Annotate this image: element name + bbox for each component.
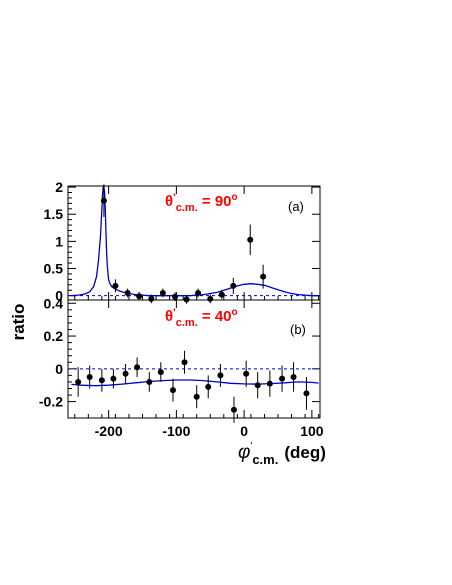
panel-a-angle-value: = 90: [198, 193, 232, 210]
panel-b-data-point: [217, 372, 224, 379]
panel-b-axes: -0.2 0 0.2 0.4 -200 -100 0 100: [39, 295, 324, 439]
panel-b-data-point: [303, 390, 310, 397]
panel-b-data-point: [254, 382, 261, 389]
panel-b: -0.2 0 0.2 0.4 -200 -100 0 100 (b) θ'c.m. = 40o: [39, 295, 324, 439]
panel-b-data-point: [266, 380, 273, 387]
panel-b-angle-prime: ': [173, 307, 176, 319]
panel-a-axes: 0 0.5 1 1.5 2: [44, 179, 320, 304]
panel-a-data-point: [136, 293, 143, 300]
panel-a-data-point: [247, 236, 254, 243]
panel-b-data-point: [122, 370, 129, 377]
panel-b-xtick-label: 0: [240, 423, 248, 439]
panel-a-angle-label: θ'c.m. = 90o: [165, 192, 238, 214]
panel-b-angle-label: θ'c.m. = 40o: [165, 307, 238, 329]
panel-b-angle-value: = 40: [198, 308, 232, 325]
panel-b-angle-symbol: θ: [165, 308, 173, 325]
panel-b-data-point: [98, 377, 105, 384]
panel-a-data-point: [148, 295, 155, 302]
panel-b-data-point: [110, 375, 117, 382]
panel-a-data-point: [159, 289, 166, 296]
panel-a-data-point: [218, 291, 225, 298]
panel-a-angle-prime: ': [173, 192, 176, 204]
panel-a-ytick-label: 1: [55, 233, 63, 249]
panel-b-data-point: [157, 369, 164, 376]
panel-a-data-point: [112, 282, 119, 289]
x-axis-prime: ': [250, 441, 252, 452]
panel-b-data-point: [205, 383, 212, 390]
panel-a-ytick-label: 0: [55, 288, 63, 304]
panel-a-angle-sup: o: [232, 192, 238, 203]
panel-b-angle-sub: c.m.: [176, 317, 198, 329]
panel-b-frame: [67, 299, 321, 419]
panel-b-ytick-label: -0.2: [39, 394, 63, 410]
panel-a-angle-symbol: θ: [165, 193, 173, 210]
panel-b-xtick-label: 100: [300, 423, 324, 439]
panel-b-ytick-label: 0.2: [44, 328, 64, 344]
x-axis-unit: (deg): [284, 443, 326, 462]
panel-a-ytick-label: 2: [55, 179, 63, 195]
panel-a-ytick-label: 1.5: [44, 206, 64, 222]
panel-b-data-point: [243, 370, 250, 377]
panel-b-data-point: [134, 364, 141, 371]
panel-b-ytick-label: 0: [55, 361, 63, 377]
panel-a: 0 0.5 1 1.5 2 (a) θ'c.m. = 90o: [44, 179, 321, 304]
panel-b-ytick-label: 0.4: [44, 295, 64, 311]
panel-a-data-point: [124, 289, 131, 296]
panel-a-points: [100, 184, 267, 304]
panel-a-data-point: [183, 296, 190, 303]
panel-a-data-point: [172, 293, 179, 300]
panel-a-angle-sub: c.m.: [176, 202, 198, 214]
panel-b-data-point: [193, 393, 200, 400]
panel-a-ytick-label: 0.5: [44, 261, 64, 277]
panel-b-data-point: [170, 387, 176, 394]
panel-a-label: (a): [288, 199, 304, 214]
panel-b-data-point: [146, 378, 153, 385]
panel-b-data-point: [86, 374, 93, 381]
panel-a-data-point: [207, 295, 214, 302]
panel-b-data-point: [290, 374, 297, 381]
x-axis-sub: c.m.: [252, 452, 278, 467]
panel-b-points: [75, 350, 310, 423]
panel-b-xtick-label: -200: [95, 423, 123, 439]
panel-a-data-point: [260, 273, 267, 280]
panel-a-data-point: [100, 197, 107, 204]
panel-b-data-point: [181, 359, 188, 366]
panel-b-angle-sup: o: [232, 307, 238, 318]
panel-b-label: (b): [290, 322, 306, 337]
panel-b-data-point: [279, 375, 286, 382]
panel-a-data-point: [195, 289, 202, 296]
x-axis-symbol: φ: [238, 442, 250, 463]
panel-b-data-point: [230, 406, 237, 413]
panel-b-data-point: [75, 378, 82, 385]
panel-b-xtick-label: -100: [162, 423, 190, 439]
x-axis-label: φ'c.m. (deg): [238, 441, 326, 467]
y-axis-label: ratio: [9, 304, 28, 341]
panel-a-data-point: [230, 282, 237, 289]
